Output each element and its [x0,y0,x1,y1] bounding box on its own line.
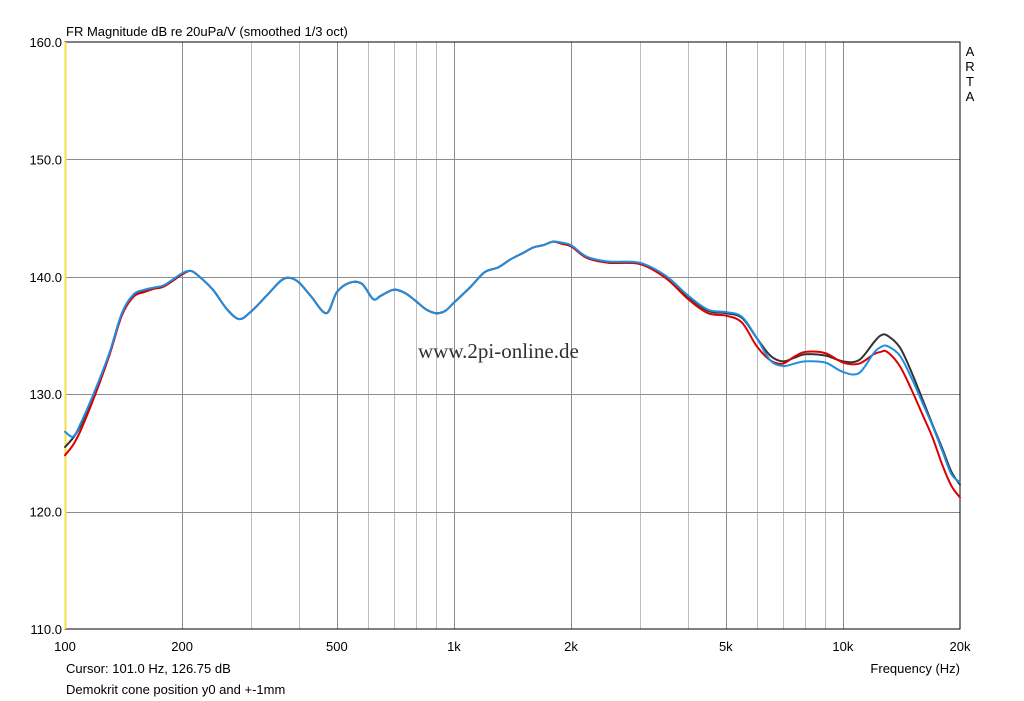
x-tick-label: 100 [54,639,76,654]
x-axis-label: Frequency (Hz) [870,661,960,676]
chart-caption: Demokrit cone position y0 and +-1mm [66,682,285,697]
series-lines [64,240,961,499]
y-tick-label: 120.0 [29,505,62,520]
cursor-readout: Cursor: 101.0 Hz, 126.75 dB [66,661,231,676]
series-line [64,240,961,484]
x-tick-label: 10k [832,639,853,654]
x-tick-label: 5k [719,639,733,654]
x-tick-label: 2k [564,639,578,654]
x-tick-label: 1k [447,639,461,654]
y-tick-label: 110.0 [30,622,62,637]
x-tick-label: 20k [950,639,971,654]
y-tick-label: 130.0 [29,387,62,402]
side-label-letter: A [966,89,975,104]
x-tick-label: 200 [171,639,193,654]
side-label-letter: R [965,59,974,74]
y-tick-label: 150.0 [29,152,62,167]
grid-lines [65,42,960,629]
chart-title: FR Magnitude dB re 20uPa/V (smoothed 1/3… [66,24,348,39]
y-tick-label: 160.0 [29,35,62,50]
x-tick-label: 500 [326,639,348,654]
y-tick-label: 140.0 [29,270,62,285]
x-axis-ticks: 100 200 500 1k 2k 5k 10k 20k [54,639,971,654]
y-axis-ticks: 110.0 120.0 130.0 140.0 150.0 160.0 [29,35,62,637]
side-label-letter: A [966,44,975,59]
watermark: www.2pi-online.de [418,339,579,363]
side-label-letter: T [966,74,974,89]
